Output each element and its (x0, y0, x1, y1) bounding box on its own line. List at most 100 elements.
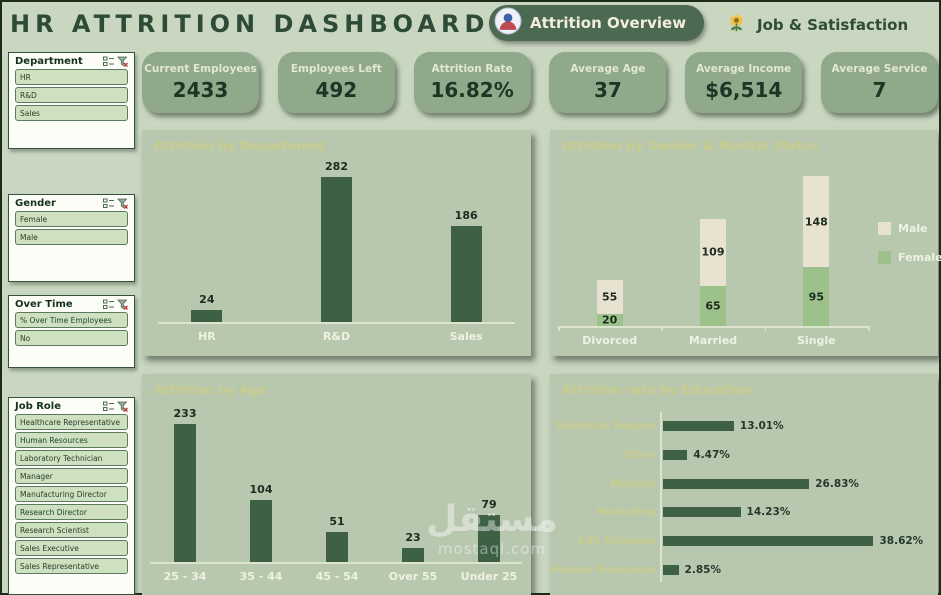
category-label: 45 - 54 (315, 570, 359, 583)
bar (450, 226, 482, 322)
bar (191, 309, 223, 322)
segment-value-label: 109 (701, 245, 725, 259)
slicer-item[interactable]: Sales (15, 105, 128, 121)
category-label: R&D (322, 330, 351, 343)
category-label: Over 55 (388, 570, 438, 583)
kpi-label: Average Age (570, 63, 646, 75)
slicer-item[interactable]: Research Scientist (15, 522, 128, 538)
flower-icon (724, 10, 749, 39)
slicer-item[interactable]: Manufacturing Director (15, 486, 128, 502)
bar (663, 478, 810, 489)
x-axis (150, 562, 522, 564)
chart-attrition-by-department: Attrition by Department 24 HR 282 R&D 186 Sal… (142, 130, 531, 356)
kpi-label: Current Employees (144, 63, 257, 75)
legend-swatch (878, 251, 891, 264)
slicer-item[interactable]: Manager (15, 468, 128, 484)
slicer-item[interactable]: Male (15, 229, 128, 245)
slicer-item[interactable]: Healthcare Representative (15, 414, 128, 430)
plot-area: Technical Degree 13.01% Other 4.47% Medical 2… (550, 374, 938, 595)
slicer-header-icons (103, 401, 128, 412)
category-label: Medical (610, 477, 656, 490)
slicer-item[interactable]: HR (15, 69, 128, 85)
bar-value-label: 186 (454, 209, 478, 223)
slicer-department: Department HR R&D Sales (8, 52, 135, 149)
bar (663, 565, 679, 575)
slicer-item[interactable]: Sales Representative (15, 558, 128, 574)
bar-value-label: 38.62% (879, 535, 924, 548)
slicer-item[interactable]: Human Resources (15, 432, 128, 448)
multiselect-icon[interactable] (103, 56, 114, 67)
category-label: 25 - 34 (163, 570, 207, 583)
chart-title: Attrition by Age (154, 382, 267, 397)
stacked-bar-segment (803, 176, 830, 268)
category-label: HR (197, 330, 216, 343)
segment-value-label: 55 (602, 290, 618, 304)
kpi-value: 7 (872, 78, 887, 102)
kpi-value: 492 (315, 78, 358, 102)
legend-label: Male (898, 222, 928, 235)
multiselect-icon[interactable] (103, 299, 114, 310)
bar-value-label: 23 (405, 531, 421, 545)
clear-filter-icon[interactable] (117, 299, 128, 310)
legend-item: Female (878, 251, 941, 264)
slicer-item[interactable]: Laboratory Technician (15, 450, 128, 466)
bar (478, 515, 500, 562)
stacked-bar-segment (700, 218, 726, 286)
slicer-item[interactable]: % Over Time Employees (15, 312, 128, 328)
multiselect-icon[interactable] (103, 198, 114, 209)
kpi-card: Attrition Rate 16.82% (413, 52, 531, 113)
clear-filter-icon[interactable] (117, 401, 128, 412)
slicer-title: Over Time (15, 299, 73, 310)
slicer-item[interactable]: Research Director (15, 504, 128, 520)
chart-title: Attrition by Department (154, 138, 325, 153)
category-label: Marketing (595, 506, 656, 519)
category-label: Under 25 (460, 570, 518, 583)
kpi-card: Current Employees 2433 (142, 52, 259, 113)
bar-value-label: 4.47% (693, 448, 730, 461)
tab-attrition-overview[interactable]: Attrition Overview (489, 5, 705, 41)
bar-value-label: 104 (249, 483, 273, 497)
slicer-header: Department (15, 56, 128, 67)
legend-label: Female (898, 251, 941, 264)
bar-value-label: 79 (481, 498, 497, 512)
tab-job-satisfaction[interactable]: Job & Satisfaction (724, 10, 908, 39)
kpi-label: Average Income (696, 63, 792, 75)
slicer-item[interactable]: Sales Executive (15, 540, 128, 556)
slicer-gender: Gender Female Male (8, 194, 135, 282)
slicer-item[interactable]: R&D (15, 87, 128, 103)
kpi-value: 2433 (172, 78, 229, 102)
slicer-header: Gender (15, 198, 128, 209)
legend-item: Male (878, 222, 928, 235)
category-label: Human Resources (550, 564, 657, 576)
slicer-title: Gender (15, 198, 56, 209)
plot-area: 20 55 Divorced 65 109 Married 95 148 Single Male F… (550, 130, 941, 356)
segment-value-label: 65 (705, 299, 721, 313)
kpi-card: Average Income $6,514 (685, 52, 803, 113)
slicer-title: Department (15, 56, 83, 67)
slicer-item[interactable]: No (15, 330, 128, 346)
clear-filter-icon[interactable] (117, 198, 128, 209)
bar-value-label: 14.23% (746, 506, 791, 519)
chart-title: Attrition rate by Education (562, 382, 752, 397)
category-label: Divorced (582, 334, 638, 347)
segment-value-label: 20 (602, 313, 618, 327)
bar-value-label: 13.01% (739, 420, 784, 432)
kpi-row: Current Employees 2433 Employees Left 492 At… (142, 52, 938, 113)
slicer-item[interactable]: Female (15, 211, 128, 227)
segment-value-label: 95 (808, 290, 824, 304)
kpi-card: Average Age 37 (549, 52, 667, 113)
tab-label: Job & Satisfaction (757, 15, 909, 34)
category-label: Life Sciences (578, 535, 656, 548)
clear-filter-icon[interactable] (117, 56, 128, 67)
segment-value-label: 148 (804, 215, 828, 229)
multiselect-icon[interactable] (103, 401, 114, 412)
axis-tick (868, 326, 870, 331)
kpi-label: Employees Left (290, 63, 382, 75)
bar (663, 421, 734, 431)
y-axis (660, 412, 662, 582)
bar (250, 500, 272, 562)
category-label: Sales (449, 330, 483, 343)
bar-value-label: 233 (173, 407, 197, 420)
category-label: Single (797, 334, 836, 347)
